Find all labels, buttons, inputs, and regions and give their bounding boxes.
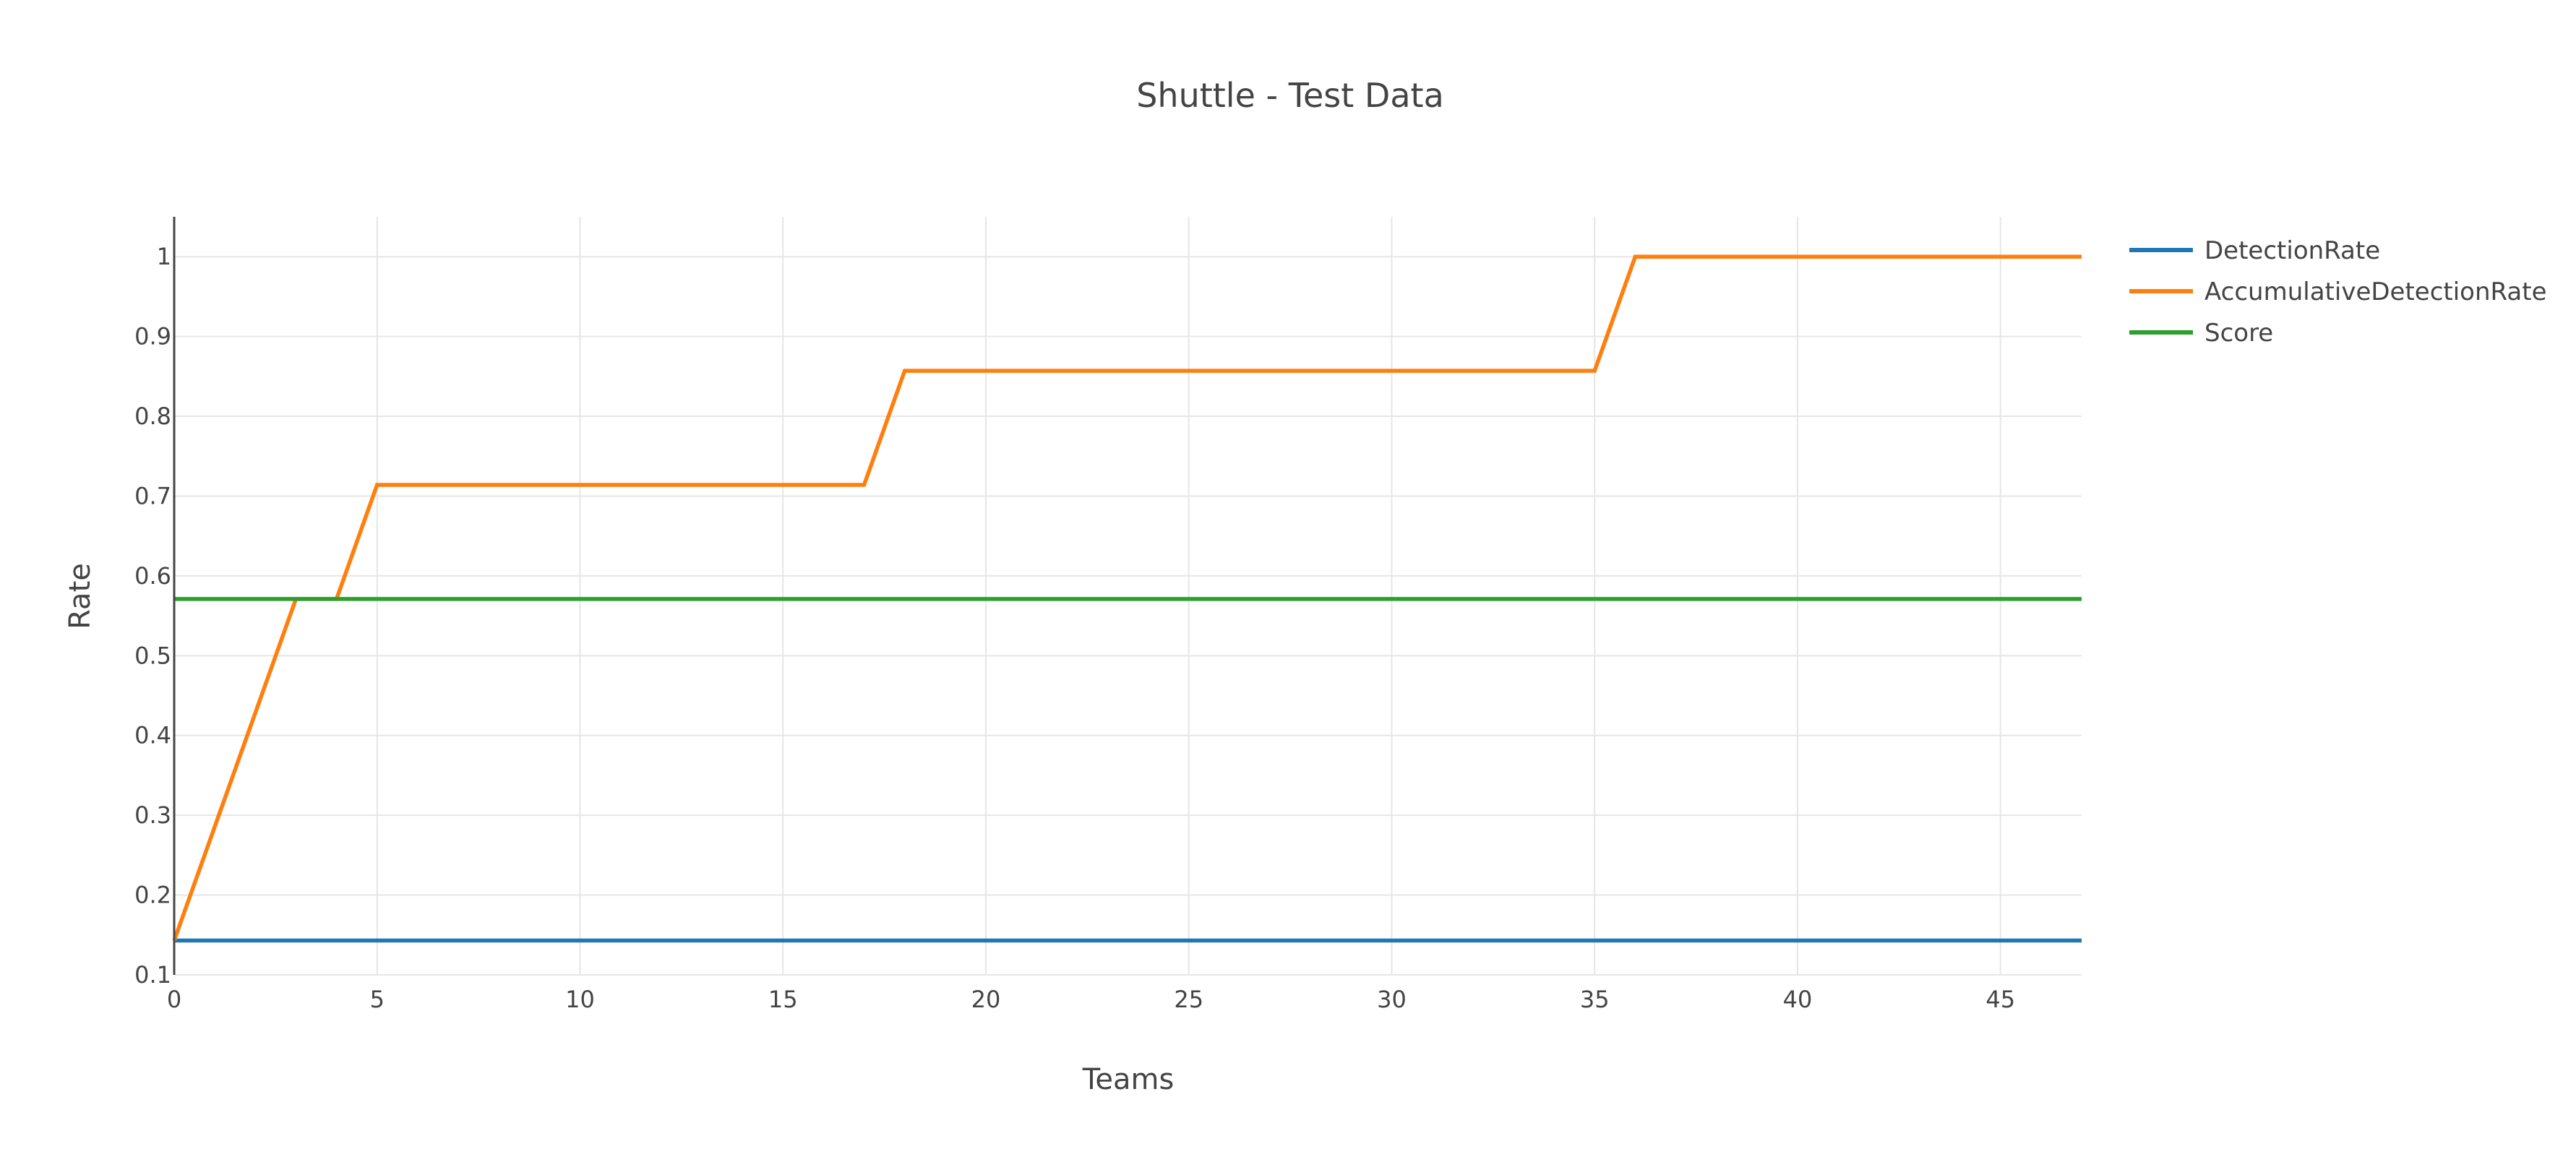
y-tick-label-2: 0.3 [134, 801, 171, 829]
x-tick-label-2: 10 [565, 986, 595, 1013]
x-tick-label-1: 5 [370, 986, 385, 1013]
legend-label-1: AccumulativeDetectionRate [2204, 277, 2547, 306]
x-tick-label-7: 35 [1580, 986, 1610, 1013]
x-axis-label: Teams [1082, 1063, 1175, 1096]
chart-title: Shuttle - Test Data [1136, 76, 1444, 115]
grid [174, 217, 2082, 976]
y-tick-label-6: 0.7 [134, 482, 171, 509]
y-axis-label: Rate [64, 563, 97, 629]
x-tick-label-5: 25 [1174, 986, 1203, 1013]
y-tick-label-0: 0.1 [134, 961, 171, 989]
plot-area [172, 254, 2082, 943]
y-tick-label-4: 0.5 [134, 642, 171, 669]
x-tick-label-9: 45 [1985, 986, 2015, 1013]
y-axis-ticks: 0.1 0.2 0.3 0.4 0.5 0.6 0.7 0.8 0.9 1 [134, 243, 171, 989]
legend-label-2: Score [2204, 319, 2273, 348]
x-tick-label-6: 30 [1377, 986, 1407, 1013]
y-tick-label-1: 0.2 [134, 882, 171, 909]
x-tick-label-0: 0 [167, 986, 181, 1013]
y-tick-label-9: 1 [157, 243, 171, 270]
x-axis-ticks: 0 5 10 15 20 25 30 35 40 45 [167, 986, 2015, 1013]
legend-label-0: DetectionRate [2204, 236, 2380, 265]
x-tick-label-8: 40 [1783, 986, 1813, 1013]
x-tick-label-3: 15 [768, 986, 798, 1013]
y-tick-label-8: 0.9 [134, 323, 171, 350]
x-tick-label-4: 20 [971, 986, 1001, 1013]
legend: DetectionRate AccumulativeDetectionRate Sc… [2129, 236, 2547, 348]
y-tick-label-7: 0.8 [134, 403, 171, 430]
y-tick-label-5: 0.6 [134, 562, 171, 590]
y-tick-label-3: 0.4 [134, 722, 171, 749]
